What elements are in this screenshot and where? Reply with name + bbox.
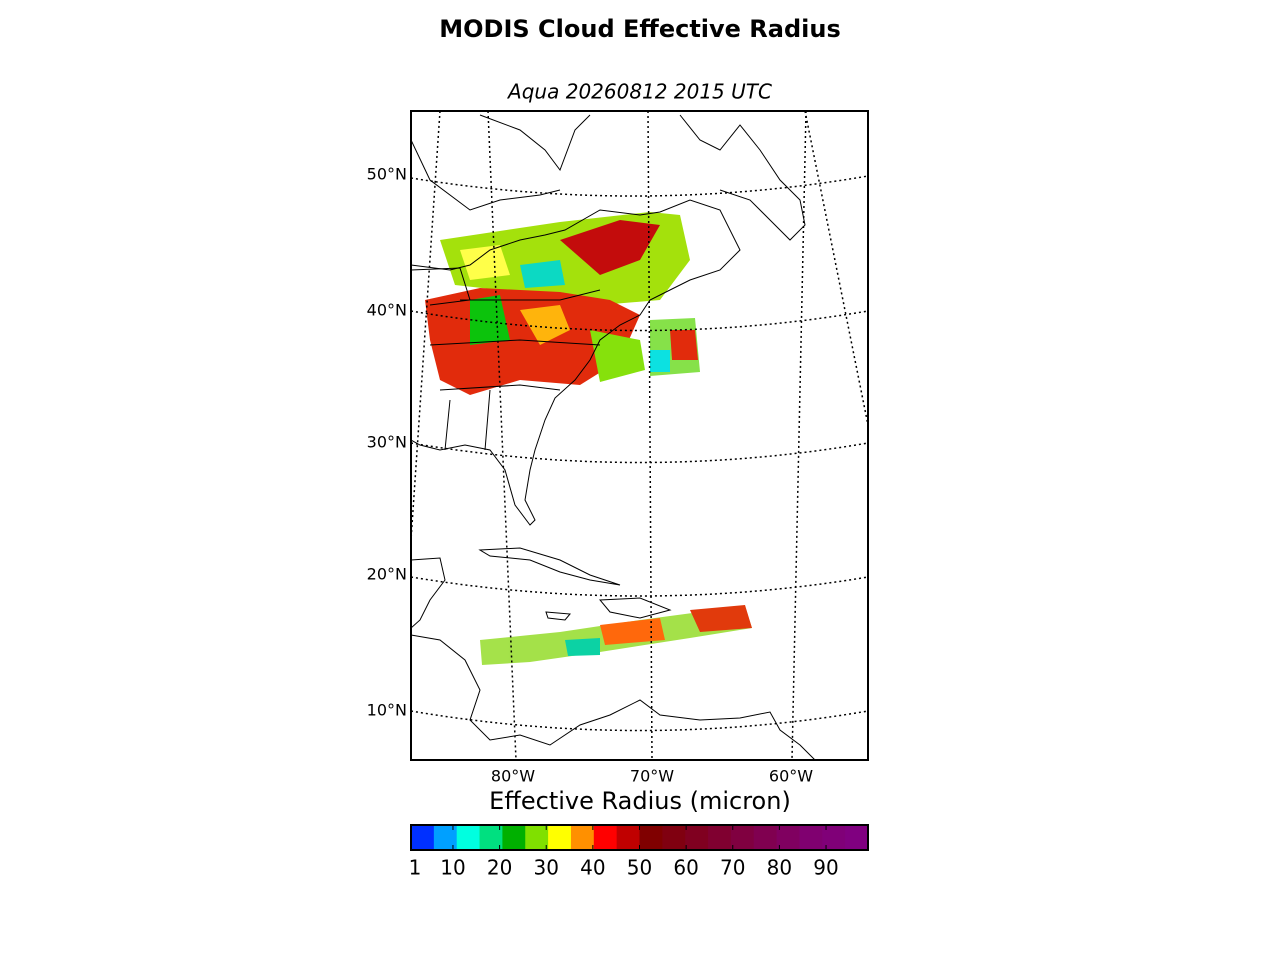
colorbar-segment xyxy=(845,825,869,850)
colorbar-tick-label: 50 xyxy=(627,856,652,880)
colorbar-tick-label: 20 xyxy=(487,856,512,880)
lat-label: 20°N xyxy=(367,565,407,584)
colorbar-segment xyxy=(639,825,663,850)
lon-label: 70°W xyxy=(630,767,674,786)
colorbar-label: Effective Radius (micron) xyxy=(489,787,791,815)
colorbar-tick-label: 30 xyxy=(534,856,559,880)
colorbar-segment xyxy=(730,825,755,850)
colorbar-segment xyxy=(502,825,526,850)
colorbar-segment xyxy=(616,825,640,850)
lat-label: 10°N xyxy=(367,701,407,720)
colorbar-segment xyxy=(799,825,823,850)
colorbar-tick-label: 40 xyxy=(580,856,605,880)
subtitle: Aqua 20260812 2015 UTC xyxy=(506,80,772,104)
lon-labels: 80°W 70°W 60°W xyxy=(491,767,813,786)
colorbar-tick-label: 90 xyxy=(813,856,838,880)
colorbar-segment xyxy=(570,825,595,850)
lat-label: 50°N xyxy=(367,165,407,184)
colorbar-segment xyxy=(662,825,686,850)
colorbar-segment xyxy=(456,825,481,850)
colorbar: 1 10 20 30 40 50 60 70 80 90 xyxy=(409,824,869,880)
colorbar-segment xyxy=(433,825,458,850)
lat-labels: 50°N 40°N 30°N 20°N 10°N xyxy=(367,165,407,720)
colorbar-tick-label: 80 xyxy=(767,856,792,880)
graticule xyxy=(411,111,868,760)
colorbar-segment xyxy=(548,825,572,850)
colorbar-segment xyxy=(479,825,503,850)
lat-label: 30°N xyxy=(367,433,407,452)
colorbar-segment xyxy=(776,825,800,850)
colorbar-segment xyxy=(753,825,778,850)
colorbar-segment xyxy=(822,825,846,850)
colorbar-tick-label: 60 xyxy=(673,856,698,880)
colorbar-segment xyxy=(593,825,618,850)
lon-label: 80°W xyxy=(491,767,535,786)
colorbar-segment xyxy=(525,825,549,850)
colorbar-tick-label: 70 xyxy=(720,856,745,880)
title: MODIS Cloud Effective Radius xyxy=(439,15,841,43)
colorbar-segment xyxy=(685,825,709,850)
coastlines xyxy=(411,114,816,760)
map-area xyxy=(411,111,868,760)
lat-label: 40°N xyxy=(367,301,407,320)
colorbar-tick-label: 1 xyxy=(409,856,422,880)
colorbar-segment xyxy=(411,825,435,850)
colorbar-segment xyxy=(708,825,732,850)
lon-label: 60°W xyxy=(769,767,813,786)
map-frame xyxy=(410,110,869,761)
colorbar-tick-label: 10 xyxy=(440,856,465,880)
cloud-swath xyxy=(425,212,752,665)
